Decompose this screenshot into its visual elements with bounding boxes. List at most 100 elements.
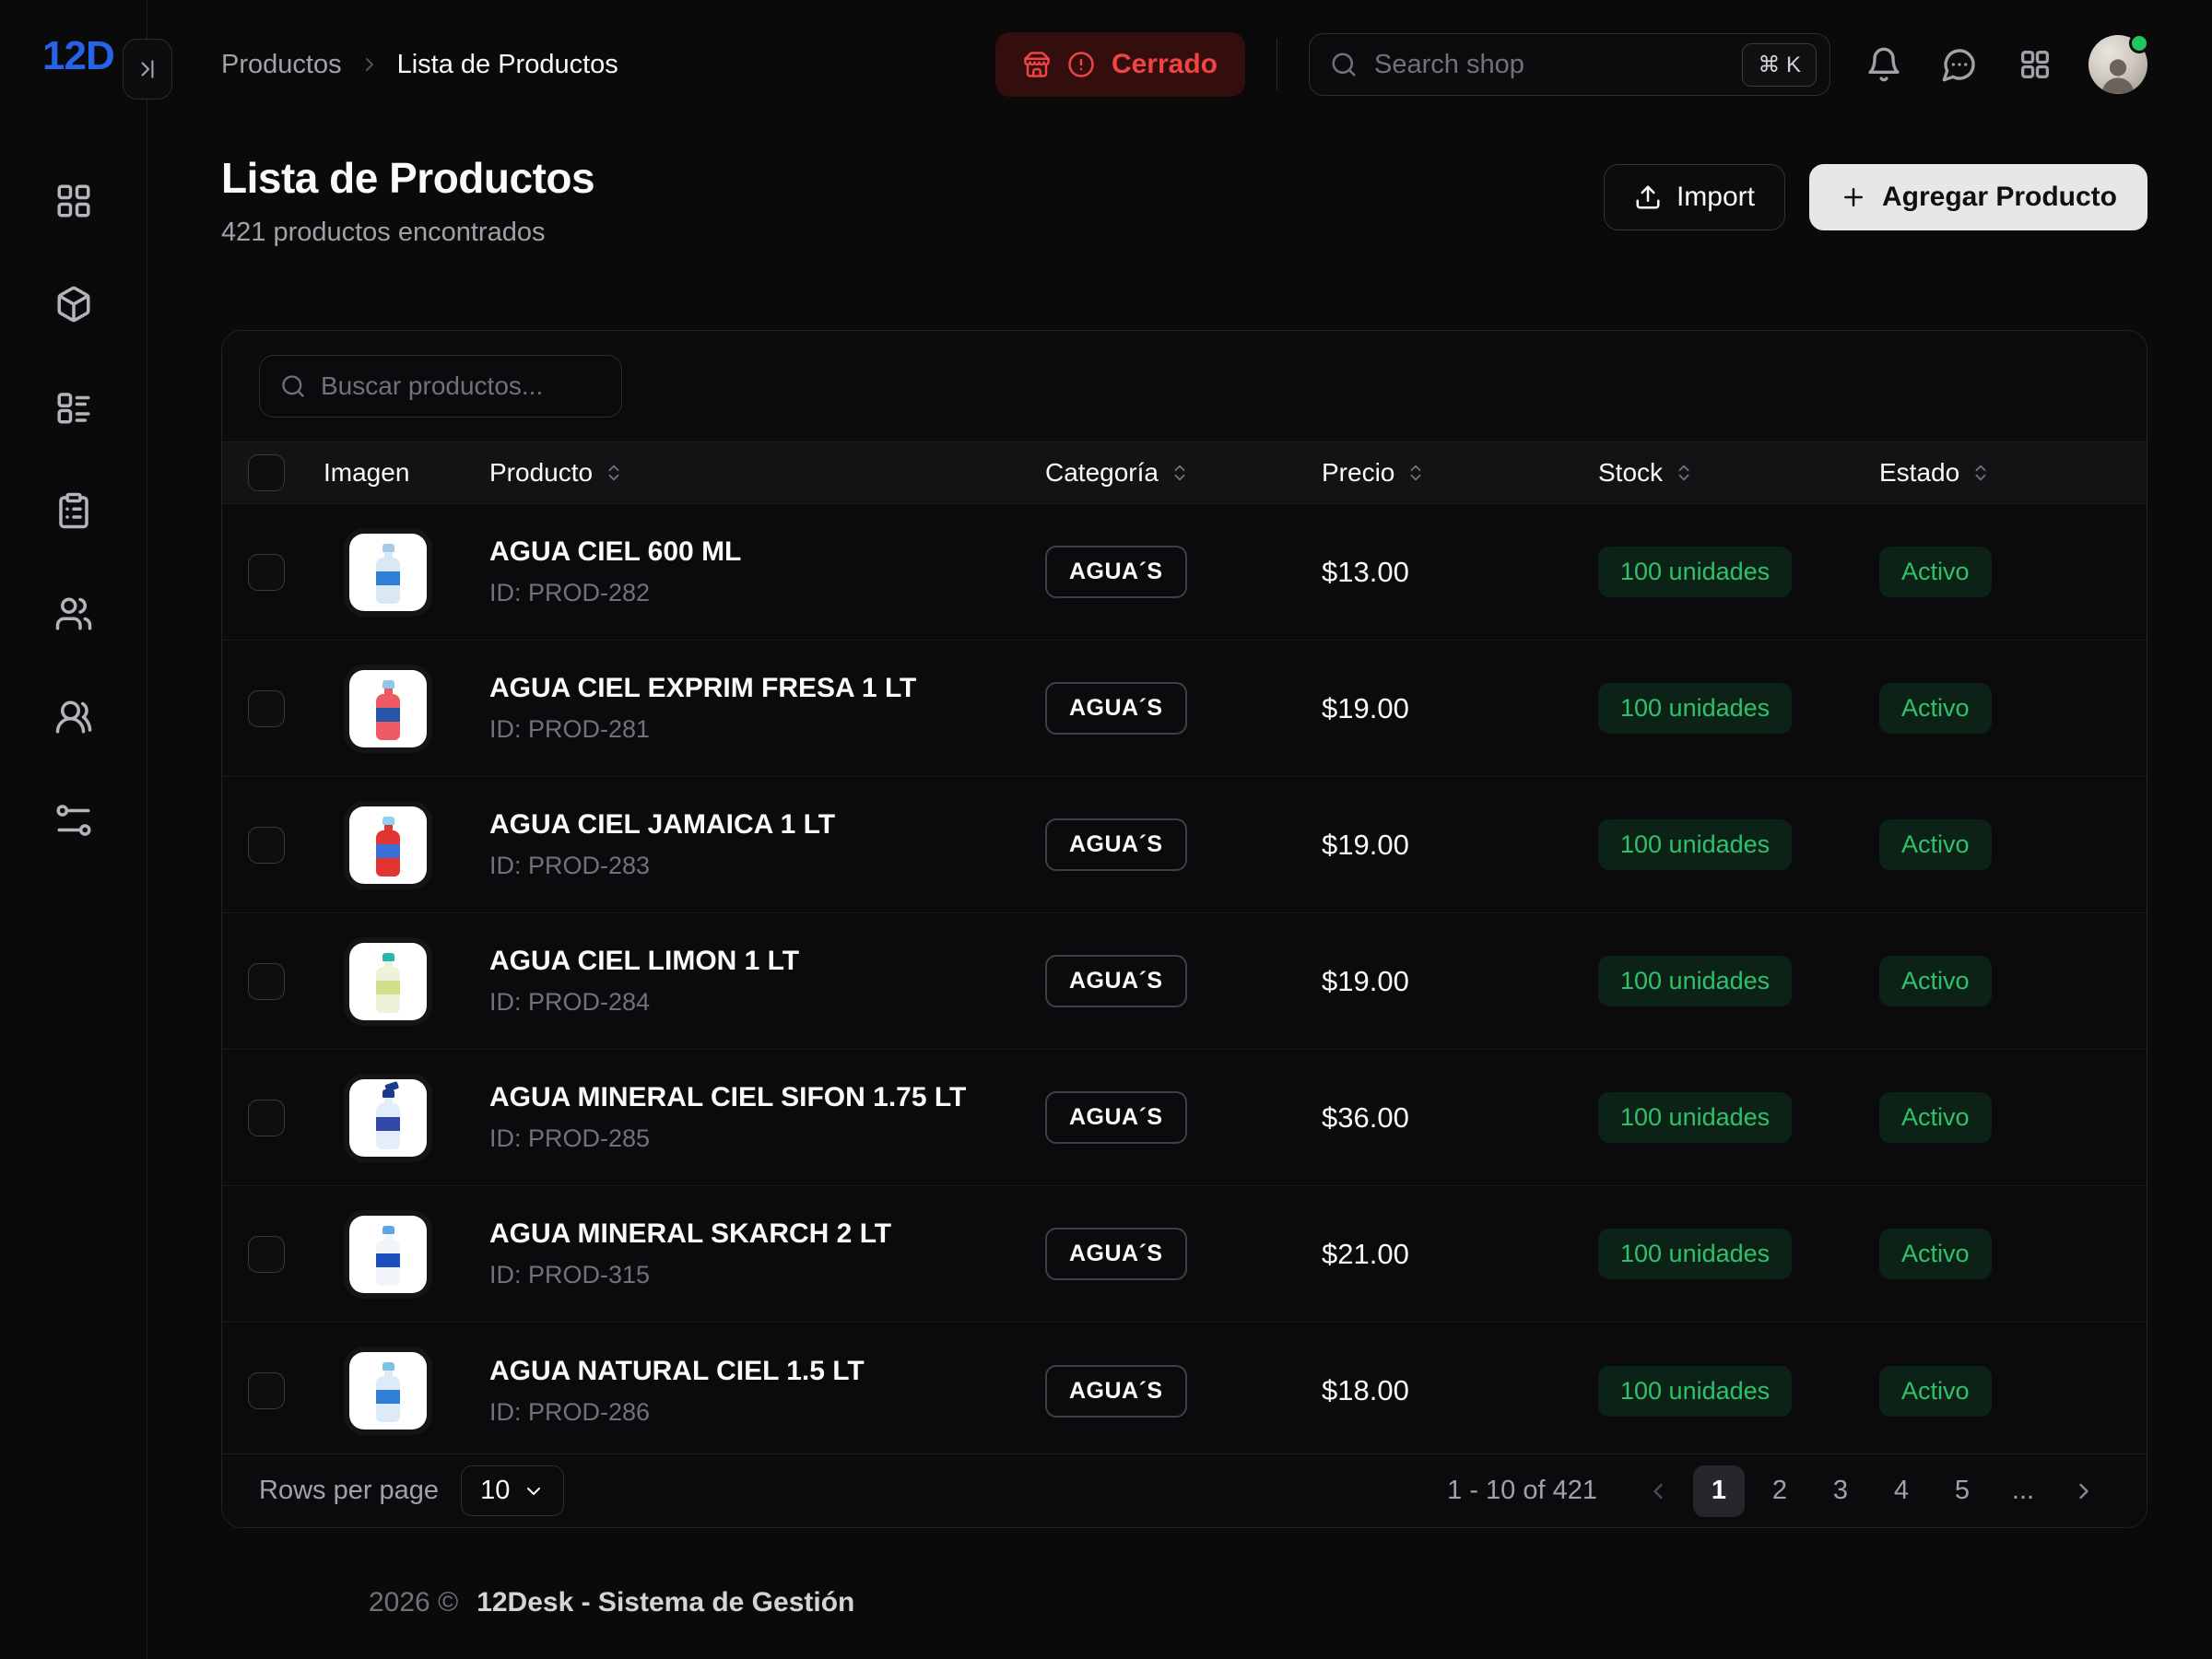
breadcrumb-current: Lista de Productos xyxy=(396,49,618,79)
product-price: $19.00 xyxy=(1322,964,1409,997)
category-badge: AGUA´S xyxy=(1045,1364,1187,1418)
page-subtitle: 421 productos encontrados xyxy=(221,218,546,247)
table-search-input[interactable]: Buscar productos... xyxy=(259,355,622,418)
status-badge: Activo xyxy=(1879,683,1992,734)
sort-icon xyxy=(1678,465,1689,481)
product-id: ID: PROD-281 xyxy=(489,715,651,743)
apps-button[interactable] xyxy=(2013,42,2057,87)
store-icon xyxy=(1024,52,1050,77)
category-badge: AGUA´S xyxy=(1045,546,1187,598)
stock-badge: 100 unidades xyxy=(1598,1229,1793,1279)
sidebar-item-product-list[interactable] xyxy=(44,378,103,437)
search-shortcut-badge: ⌘ K xyxy=(1742,42,1817,87)
page-button-5[interactable]: 5 xyxy=(1954,1476,1971,1505)
global-search-input[interactable]: Search shop ⌘ K xyxy=(1309,33,1830,96)
sidebar-item-dashboard[interactable] xyxy=(44,171,103,230)
product-price: $21.00 xyxy=(1322,1237,1409,1270)
row-checkbox[interactable] xyxy=(248,962,285,1000)
layout-list-icon xyxy=(57,393,89,424)
import-button-label: Import xyxy=(1676,182,1755,212)
table-row: AGUA MINERAL SKARCH 2 LT ID: PROD-315 AG… xyxy=(222,1186,2147,1323)
topbar: Productos Lista de Productos Cerrado Sea… xyxy=(147,0,2212,129)
breadcrumb: Productos Lista de Productos xyxy=(221,50,618,80)
online-status-dot xyxy=(2129,33,2149,53)
app-logo: 12D xyxy=(42,33,115,78)
product-name[interactable]: AGUA CIEL LIMON 1 LT xyxy=(489,946,800,976)
table-header-row: Imagen Producto Categoría Precio Stock E… xyxy=(222,441,2147,504)
product-name[interactable]: AGUA MINERAL CIEL SIFON 1.75 LT xyxy=(489,1082,967,1112)
page-button-2[interactable]: 2 xyxy=(1771,1476,1788,1505)
apps-grid-icon xyxy=(2021,51,2049,78)
page-button-3[interactable]: 3 xyxy=(1832,1476,1849,1505)
column-header-categoria[interactable]: Categoría xyxy=(1045,458,1322,488)
row-checkbox[interactable] xyxy=(248,826,285,864)
product-id: ID: PROD-284 xyxy=(489,988,651,1016)
table-row: AGUA MINERAL CIEL SIFON 1.75 LT ID: PROD… xyxy=(222,1050,2147,1186)
sort-icon xyxy=(1410,465,1421,481)
bottle-graphic xyxy=(376,1225,400,1286)
sidebar-collapse-button[interactable] xyxy=(123,39,172,100)
column-header-stock[interactable]: Stock xyxy=(1598,458,1879,488)
sidebar-item-products[interactable] xyxy=(44,275,103,334)
row-checkbox[interactable] xyxy=(248,1235,285,1273)
users-icon xyxy=(55,597,91,630)
row-checkbox[interactable] xyxy=(248,689,285,727)
column-header-estado[interactable]: Estado xyxy=(1879,458,2147,488)
category-badge: AGUA´S xyxy=(1045,818,1187,871)
product-name[interactable]: AGUA CIEL JAMAICA 1 LT xyxy=(489,809,836,840)
status-badge: Activo xyxy=(1879,956,1992,1006)
status-badge: Activo xyxy=(1879,1365,1992,1417)
next-page-button[interactable] xyxy=(2058,1465,2110,1517)
plus-icon xyxy=(1843,188,1863,206)
sidebar-item-staff[interactable] xyxy=(44,688,103,747)
notifications-button[interactable] xyxy=(1862,42,1906,87)
column-header-precio[interactable]: Precio xyxy=(1322,458,1598,488)
rows-per-page-select[interactable]: 10 xyxy=(461,1465,565,1516)
import-button[interactable]: Import xyxy=(1603,164,1785,230)
sidebar-item-settings[interactable] xyxy=(44,791,103,850)
row-checkbox[interactable] xyxy=(248,1372,285,1409)
users-round-icon xyxy=(55,700,91,734)
sidebar: 12D xyxy=(0,0,172,1659)
page-button-1[interactable]: 1 xyxy=(1693,1465,1745,1517)
page-button-4[interactable]: 4 xyxy=(1893,1476,1910,1505)
product-price: $18.00 xyxy=(1322,1374,1409,1406)
table-search-placeholder: Buscar productos... xyxy=(321,371,544,400)
product-name[interactable]: AGUA MINERAL SKARCH 2 LT xyxy=(489,1218,892,1249)
user-menu[interactable] xyxy=(2088,33,2149,94)
breadcrumb-parent[interactable]: Productos xyxy=(221,49,342,79)
messages-button[interactable] xyxy=(1937,42,1982,87)
previous-page-button[interactable] xyxy=(1632,1465,1684,1517)
rows-per-page-label: Rows per page xyxy=(259,1476,440,1505)
product-name[interactable]: AGUA CIEL EXPRIM FRESA 1 LT xyxy=(489,673,917,703)
product-name[interactable]: AGUA CIEL 600 ML xyxy=(489,536,742,567)
sidebar-item-orders[interactable] xyxy=(44,481,103,540)
product-name[interactable]: AGUA NATURAL CIEL 1.5 LT xyxy=(489,1355,865,1386)
sidebar-nav xyxy=(0,171,147,850)
add-product-button-label: Agregar Producto xyxy=(1881,182,2117,212)
stock-badge: 100 unidades xyxy=(1598,819,1793,870)
product-id: ID: PROD-315 xyxy=(489,1261,651,1288)
pagination-range: 1 - 10 of 421 xyxy=(1447,1476,1597,1505)
page-title: Lista de Productos xyxy=(221,154,595,202)
sidebar-item-customers[interactable] xyxy=(44,584,103,643)
row-checkbox[interactable] xyxy=(248,1099,285,1136)
row-checkbox[interactable] xyxy=(248,553,285,591)
bottle-graphic xyxy=(376,816,400,877)
select-all-checkbox[interactable] xyxy=(248,454,285,491)
product-image xyxy=(349,533,427,611)
product-price: $36.00 xyxy=(1322,1100,1409,1134)
bell-icon xyxy=(1868,47,1900,82)
column-header-producto[interactable]: Producto xyxy=(464,458,1045,488)
bottle-graphic xyxy=(376,1362,400,1422)
status-badge: Activo xyxy=(1879,547,1992,597)
alert-circle-icon xyxy=(1068,52,1094,77)
stock-badge: 100 unidades xyxy=(1598,683,1793,734)
add-product-button[interactable]: Agregar Producto xyxy=(1808,164,2147,230)
route-icon xyxy=(55,805,91,836)
product-price: $19.00 xyxy=(1322,691,1409,724)
store-status-badge[interactable]: Cerrado xyxy=(994,32,1245,97)
page-actions: Import Agregar Producto xyxy=(1603,153,2147,230)
clipboard-list-icon xyxy=(58,492,88,529)
